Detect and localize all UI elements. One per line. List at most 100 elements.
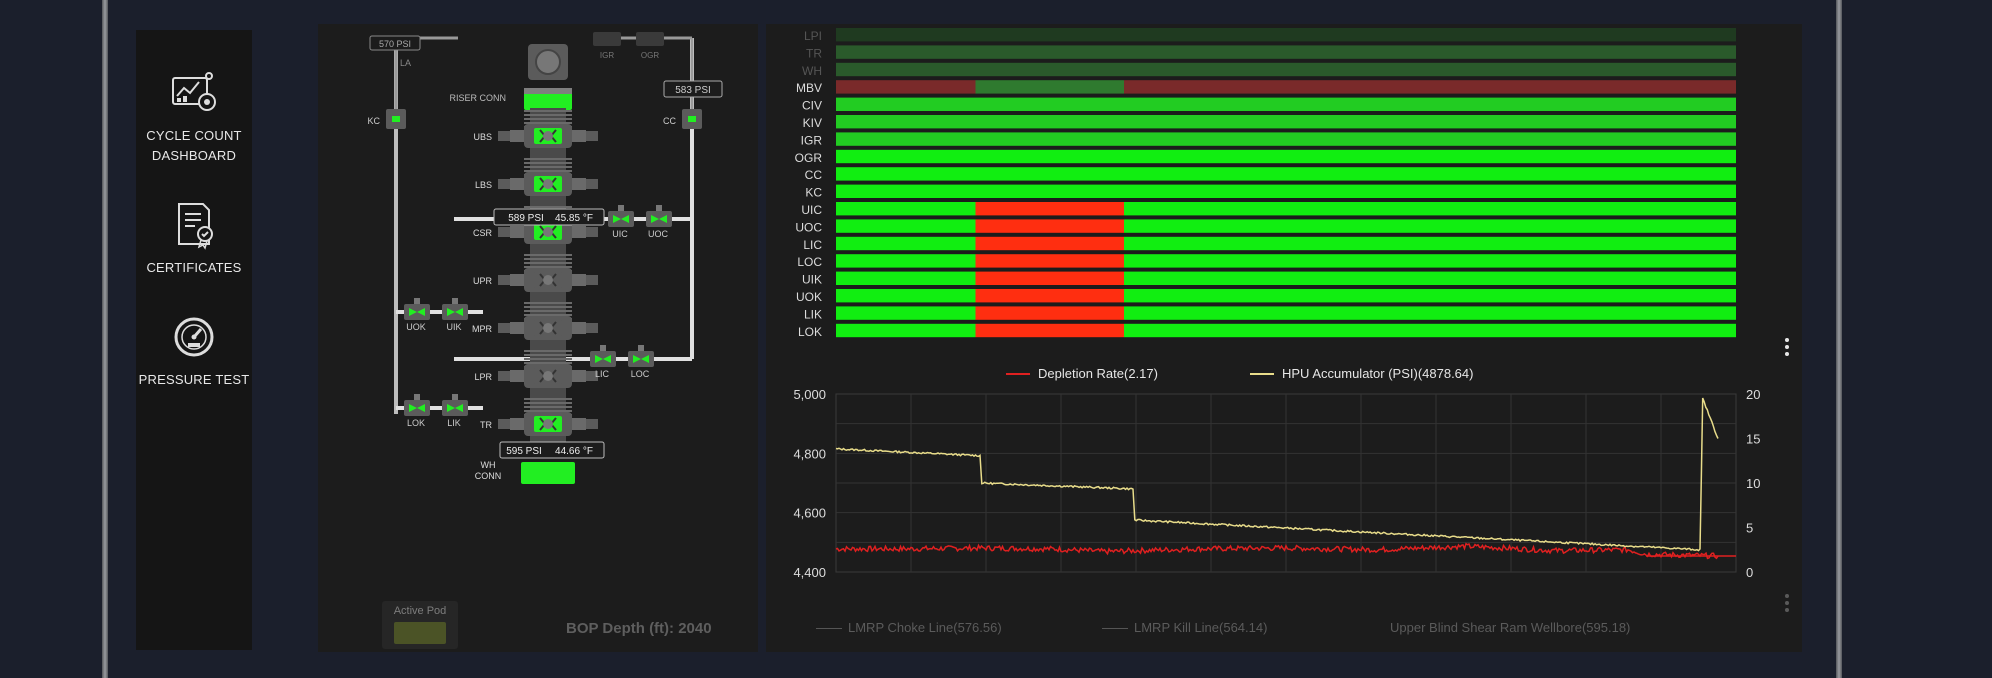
chart-menu-button[interactable] — [1782, 594, 1792, 612]
timeline-segment[interactable] — [975, 254, 1125, 268]
timeline-segment[interactable] — [836, 289, 976, 303]
stack-flange — [524, 406, 572, 408]
valve-timeline: LPI TR WH MBV CIV KIV IGR OGR CC KC UIC UOC LIC LOC UI… — [795, 28, 1736, 339]
timeline-segment[interactable] — [1124, 271, 1736, 285]
gauge-icon — [174, 317, 214, 357]
y-right-tick: 5 — [1746, 521, 1753, 536]
ram-operator-left — [498, 131, 510, 141]
valve-indicator — [447, 404, 463, 412]
timeline-segment[interactable] — [836, 236, 976, 251]
timeline-segment[interactable] — [1124, 323, 1736, 338]
legend-ubsr[interactable]: Upper Blind Shear Ram Wellbore(595.18) — [1390, 620, 1630, 635]
timeline-segment[interactable] — [1124, 289, 1736, 303]
series-hpu-accumulator[interactable] — [835, 397, 1719, 552]
stack-flange — [524, 162, 572, 164]
y-left-tick: 4,400 — [793, 565, 826, 580]
sidebar-item-cycle-count[interactable]: CYCLE COUNT DASHBOARD — [136, 68, 252, 166]
timeline-segment[interactable] — [1124, 254, 1736, 268]
timeline-bar[interactable] — [836, 28, 1736, 42]
ram-operator-right — [586, 323, 598, 333]
timeline-segment[interactable] — [975, 219, 1125, 233]
timeline-segment[interactable] — [975, 80, 1125, 94]
timeline-segment[interactable] — [836, 202, 976, 216]
timeline-row-label: UOK — [796, 290, 822, 304]
stack-flange — [524, 266, 572, 268]
timeline-segment[interactable] — [836, 323, 976, 338]
timeline-row-label: LPI — [804, 29, 822, 43]
hpu-legend-label: HPU Accumulator (PSI)(4878.64) — [1282, 366, 1473, 381]
timeline-row-label: KIV — [803, 116, 822, 130]
sidebar-item-pressure-test[interactable]: PRESSURE TEST — [136, 312, 252, 390]
wh-conn-body — [521, 462, 575, 484]
timeline-row-label: LIC — [803, 238, 822, 252]
ram-operator-left — [498, 227, 510, 237]
ogr-label: OGR — [641, 51, 659, 60]
line-chart: 5,000 4,800 4,600 4,400 20 15 10 5 0 — [793, 387, 1760, 580]
timeline-row-label: UIC — [801, 203, 822, 217]
timeline-bar[interactable] — [836, 115, 1736, 129]
stack-flange — [524, 170, 572, 172]
y-left-tick: 4,800 — [793, 446, 826, 461]
stack-flange — [524, 314, 572, 316]
timeline-bar[interactable] — [836, 184, 1736, 198]
timeline-bar[interactable] — [836, 132, 1736, 146]
series-depletion-rate[interactable] — [835, 542, 1719, 560]
timeline-segment[interactable] — [975, 306, 1125, 320]
timeline-segment[interactable] — [975, 271, 1125, 285]
bop-depth: BOP Depth (ft): 2040 — [566, 620, 712, 637]
stack-flange — [524, 354, 572, 356]
timeline-segment[interactable] — [975, 289, 1125, 303]
timeline-bar[interactable] — [836, 62, 1736, 77]
valve-actuator — [452, 394, 458, 400]
valve-actuator — [414, 298, 420, 304]
ogr-valve-body — [636, 32, 664, 46]
timeline-segment[interactable] — [836, 80, 976, 94]
upper-readout-pressure: 589 PSI — [508, 213, 544, 224]
sidebar-item-certificates[interactable]: CERTIFICATES — [136, 200, 252, 278]
sidebar-item-label: CYCLE COUNT DASHBOARD — [146, 128, 242, 163]
lower-readout-box — [499, 441, 605, 459]
timeline-menu-button[interactable] — [1782, 338, 1792, 356]
timeline-row-label: TR — [806, 46, 822, 60]
timeline-segment[interactable] — [836, 271, 976, 285]
top-right-pressure: 583 PSI — [675, 85, 711, 96]
legend-kill-line[interactable]: LMRP Kill Line(564.14) — [1102, 620, 1267, 635]
timeline-segment[interactable] — [1124, 219, 1736, 233]
timeline-segment[interactable] — [1124, 236, 1736, 251]
valve-label: LOC — [631, 369, 650, 379]
sidebar-item-label: CERTIFICATES — [146, 260, 242, 275]
bop-schematic-panel: 570 PSI 583 PSI LA IGR OGR RISER CONN UB… — [318, 24, 758, 652]
monitoring-panel: LPI TR WH MBV CIV KIV IGR OGR CC KC UIC UOC LIC LOC UI… — [766, 24, 1802, 652]
stack-flange — [524, 410, 572, 412]
timeline-bar[interactable] — [836, 149, 1736, 164]
active-pod-label: Active Pod — [393, 605, 447, 617]
ram-bore — [543, 323, 553, 333]
choke-line-swatch — [816, 628, 842, 630]
timeline-segment[interactable] — [975, 202, 1125, 216]
timeline-segment[interactable] — [975, 323, 1125, 338]
timeline-row-label: LOK — [798, 325, 822, 339]
timeline-bar[interactable] — [836, 45, 1736, 59]
timeline-segment[interactable] — [975, 236, 1125, 251]
ram-label: LBS — [475, 180, 492, 190]
timeline-bar[interactable] — [836, 167, 1736, 181]
timeline-row-label: UIK — [802, 273, 822, 287]
y-left-tick: 5,000 — [793, 387, 826, 402]
top-left-pressure: 570 PSI — [379, 39, 411, 49]
legend-choke-line[interactable]: LMRP Choke Line(576.56) — [816, 620, 1002, 635]
timeline-segment[interactable] — [836, 219, 976, 233]
stack-flange — [524, 310, 572, 312]
timeline-segment[interactable] — [1124, 80, 1736, 94]
valve-actuator — [656, 205, 662, 211]
valve-indicator — [409, 404, 425, 412]
valve-label: LOK — [407, 418, 425, 428]
timeline-bar[interactable] — [836, 97, 1736, 111]
timeline-segment[interactable] — [836, 306, 976, 320]
timeline-segment[interactable] — [836, 254, 976, 268]
timeline-row-label: KC — [805, 186, 822, 200]
ram-operator-right — [586, 275, 598, 285]
stack-flange — [524, 358, 572, 360]
timeline-segment[interactable] — [1124, 306, 1736, 320]
valve-label: UIC — [612, 229, 628, 239]
timeline-segment[interactable] — [1124, 202, 1736, 216]
